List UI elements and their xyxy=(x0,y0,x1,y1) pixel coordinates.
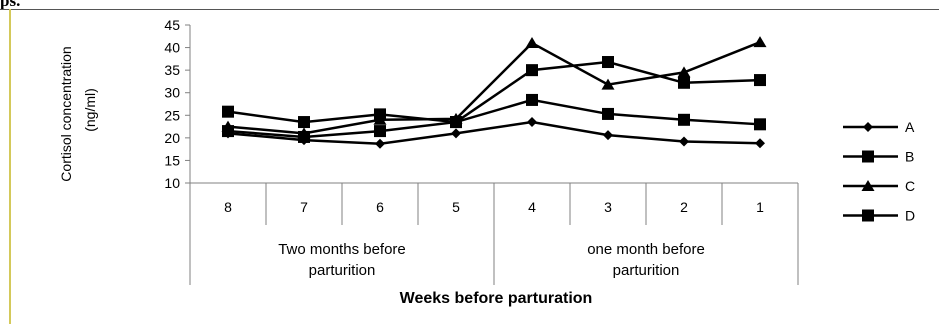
data-point-A xyxy=(755,138,765,148)
data-point-D xyxy=(374,125,386,137)
x-tick-label: 7 xyxy=(300,199,308,215)
data-point-C xyxy=(754,36,767,47)
legend-label: A xyxy=(905,119,915,135)
data-point-B xyxy=(754,74,766,86)
legend-item-C: C xyxy=(843,178,915,194)
series-line-B xyxy=(228,62,760,122)
legend-marker xyxy=(862,151,874,163)
y-tick-label: 40 xyxy=(164,40,180,56)
y-tick-label: 35 xyxy=(164,62,180,78)
y-tick-label: 15 xyxy=(164,152,180,168)
data-point-D xyxy=(678,114,690,126)
data-point-B xyxy=(298,116,310,128)
data-point-B xyxy=(602,56,614,68)
x-tick-label: 5 xyxy=(452,199,460,215)
data-point-D xyxy=(754,118,766,130)
legend-label: D xyxy=(905,208,915,224)
series-group xyxy=(222,36,767,149)
y-axis-label-line2: (ng/ml) xyxy=(82,88,98,132)
y-tick-label: 10 xyxy=(164,175,180,191)
data-point-D xyxy=(222,125,234,137)
data-point-A xyxy=(679,136,689,146)
y-tick-label: 45 xyxy=(164,17,180,33)
group-label-line2: parturition xyxy=(309,262,376,279)
data-point-A xyxy=(451,128,461,138)
x-tick-label: 4 xyxy=(528,199,536,215)
y-axis-label-line1: Cortisol concentration xyxy=(58,46,74,181)
legend-label: C xyxy=(905,178,915,194)
data-point-A xyxy=(375,139,385,149)
y-tick-label: 30 xyxy=(164,85,180,101)
legend-item-A: A xyxy=(843,119,915,135)
legend-marker xyxy=(862,210,874,222)
legend-item-B: B xyxy=(843,149,914,165)
x-tick-label: 8 xyxy=(224,199,232,215)
x-tick-label: 1 xyxy=(756,199,764,215)
x-tick-label: 2 xyxy=(680,199,688,215)
legend-item-D: D xyxy=(843,208,915,224)
data-point-D xyxy=(450,116,462,128)
legend-marker xyxy=(863,122,873,132)
data-point-D xyxy=(298,131,310,143)
data-point-A xyxy=(527,117,537,127)
legend-label: B xyxy=(905,149,914,165)
group-label-line1: one month before xyxy=(587,241,705,258)
x-tick-label: 3 xyxy=(604,199,612,215)
y-tick-label: 20 xyxy=(164,130,180,146)
axes-group: 10 15 20 25 30 35 40 45 8 7 6 5 4 3 2 1 Two months befor… xyxy=(164,17,798,285)
group-label-line2: parturition xyxy=(613,262,680,279)
data-point-B xyxy=(526,64,538,76)
y-tick-label: 25 xyxy=(164,107,180,123)
data-point-C xyxy=(526,37,539,48)
data-point-B xyxy=(222,106,234,118)
data-point-B xyxy=(678,77,690,89)
data-point-D xyxy=(526,94,538,106)
group-label-line1: Two months before xyxy=(278,241,406,258)
x-tick-label: 6 xyxy=(376,199,384,215)
data-point-A xyxy=(603,130,613,140)
data-point-D xyxy=(602,108,614,120)
x-axis-title: Weeks before parturation xyxy=(400,290,593,307)
